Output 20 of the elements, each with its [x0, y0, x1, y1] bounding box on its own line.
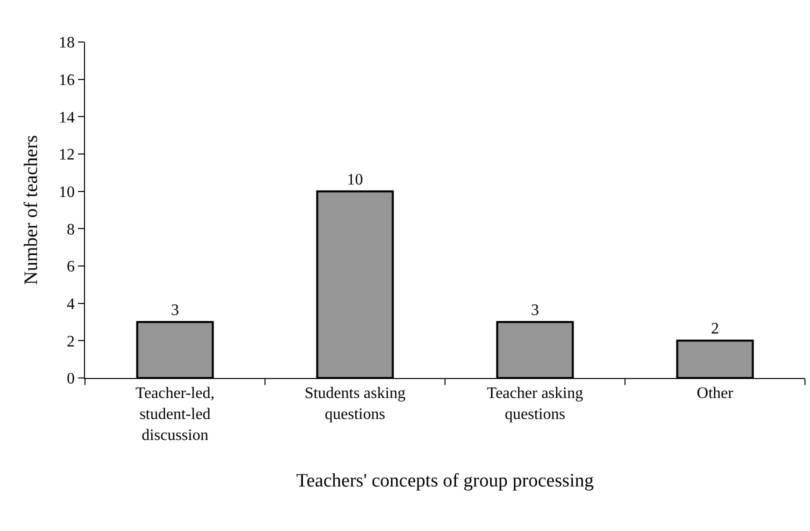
data-label: 10: [347, 171, 363, 188]
data-label: 3: [171, 302, 179, 319]
x-tick-label: Students asking questions: [304, 385, 406, 423]
y-tick-label: 2: [66, 333, 75, 350]
x-tick-label: Teacher-led, student-led discussion: [136, 385, 214, 444]
y-tick-label: 6: [66, 258, 75, 276]
y-tick-label: 4: [66, 296, 75, 313]
y-tick-label: 16: [58, 72, 75, 89]
y-tick-label: 0: [66, 370, 75, 388]
data-label: 3: [531, 302, 539, 319]
data-label: 2: [711, 320, 719, 338]
x-axis-title: Teachers' concepts of group processing: [296, 470, 594, 492]
x-tick-label: Teacher asking questions: [486, 385, 584, 423]
x-tick-label: Other: [696, 385, 734, 402]
y-tick-label: 18: [58, 34, 75, 52]
y-tick-label: 10: [58, 184, 75, 201]
y-tick-label: 12: [58, 146, 75, 164]
y-tick-label: 8: [66, 221, 75, 238]
y-axis-title: Number of teachers: [21, 135, 42, 285]
y-tick-label: 14: [58, 109, 75, 126]
